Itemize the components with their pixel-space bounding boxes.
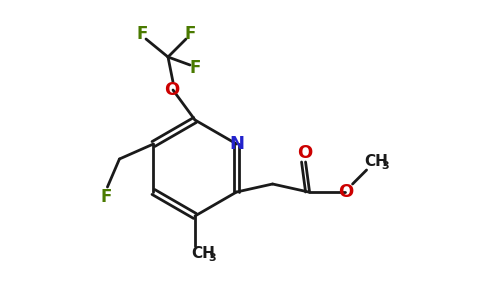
Text: 3: 3 [381, 161, 389, 171]
Text: 3: 3 [208, 253, 216, 263]
Text: F: F [189, 59, 201, 77]
Text: CH: CH [364, 154, 389, 169]
Text: F: F [101, 188, 112, 206]
Text: O: O [165, 81, 180, 99]
Text: N: N [229, 135, 244, 153]
Text: F: F [136, 25, 148, 43]
Text: O: O [338, 183, 353, 201]
Text: F: F [184, 25, 196, 43]
Text: O: O [297, 144, 312, 162]
Text: CH: CH [191, 247, 215, 262]
